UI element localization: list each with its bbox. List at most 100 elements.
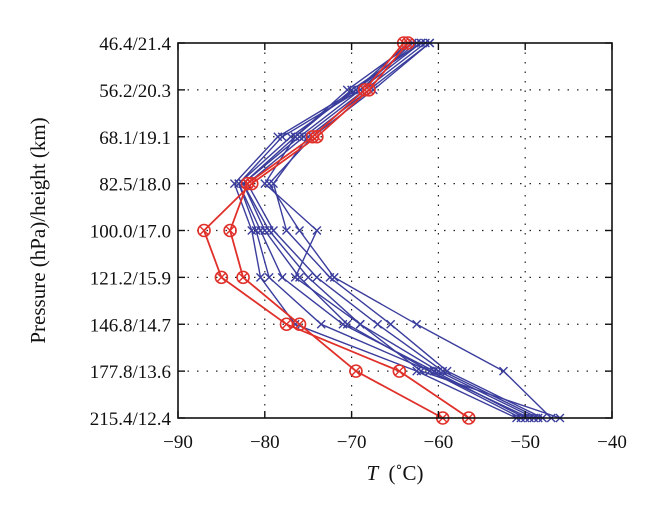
marker-circle bbox=[236, 270, 250, 285]
marker-x-stroke bbox=[394, 366, 404, 376]
y-tick-label: 215.4/12.4 bbox=[90, 409, 172, 430]
marker-x-stroke bbox=[316, 319, 326, 329]
data-point bbox=[386, 319, 396, 329]
marker-x-stroke bbox=[295, 272, 305, 282]
data-point bbox=[290, 132, 300, 142]
y-tick-label: 46.4/21.4 bbox=[99, 34, 171, 55]
x-tick-label: −70 bbox=[337, 432, 367, 453]
y-tick-label: 177.8/13.6 bbox=[90, 362, 171, 383]
marker-x-stroke bbox=[312, 226, 322, 235]
marker-circle bbox=[214, 270, 229, 285]
marker-x-stroke bbox=[360, 85, 370, 95]
marker-x-stroke bbox=[295, 319, 305, 329]
marker-circle bbox=[197, 223, 211, 238]
x-axis-unit: (˚C) bbox=[388, 461, 423, 485]
series-line bbox=[238, 42, 522, 419]
marker-circle bbox=[223, 223, 237, 238]
marker-x-stroke bbox=[216, 272, 226, 282]
marker-x-stroke bbox=[355, 319, 365, 329]
data-point bbox=[273, 132, 283, 142]
data-point bbox=[433, 366, 443, 376]
data-point bbox=[392, 364, 407, 378]
marker-circle bbox=[357, 83, 372, 97]
marker-x-stroke bbox=[342, 319, 352, 329]
marker-circle bbox=[244, 176, 259, 191]
x-axis-title: T (˚C) bbox=[367, 461, 424, 485]
marker-x-stroke bbox=[308, 132, 318, 142]
marker-x-stroke bbox=[242, 179, 252, 189]
marker-x-stroke bbox=[268, 226, 278, 235]
plot-frame bbox=[177, 42, 613, 419]
series-blue bbox=[260, 38, 565, 423]
marker-x-stroke bbox=[229, 179, 239, 189]
marker-x-stroke bbox=[273, 132, 283, 142]
data-point bbox=[290, 272, 300, 282]
marker-x-stroke bbox=[277, 272, 287, 282]
data-point bbox=[244, 176, 259, 191]
data-point bbox=[240, 176, 255, 191]
data-point bbox=[236, 270, 250, 285]
marker-x-stroke bbox=[364, 85, 374, 95]
marker-x-stroke bbox=[295, 132, 305, 142]
marker-x-stroke bbox=[338, 319, 348, 329]
data-point bbox=[264, 272, 274, 282]
marker-circle bbox=[349, 364, 363, 378]
data-point bbox=[223, 223, 237, 238]
series-group bbox=[197, 36, 565, 425]
marker-x-stroke bbox=[264, 179, 274, 189]
series-blue bbox=[242, 38, 543, 423]
marker-x-stroke bbox=[499, 366, 508, 376]
data-point bbox=[282, 226, 291, 235]
data-point bbox=[438, 366, 448, 376]
data-point bbox=[312, 272, 322, 282]
data-point bbox=[277, 132, 287, 142]
data-point bbox=[412, 366, 422, 376]
y-tick-label: 121.2/15.9 bbox=[90, 268, 171, 289]
marker-x-stroke bbox=[295, 226, 305, 235]
marker-x-stroke bbox=[260, 179, 270, 189]
data-point bbox=[295, 226, 305, 235]
x-axis-variable: T bbox=[367, 461, 380, 485]
y-tick-label: 100.0/17.0 bbox=[90, 222, 171, 243]
marker-x-stroke bbox=[429, 366, 439, 376]
marker-x-stroke bbox=[416, 366, 426, 376]
marker-x-stroke bbox=[225, 226, 235, 235]
y-tick-labels: 46.4/21.4 56.2/20.3 68.1/19.1 82.5/18.0 100.… bbox=[90, 34, 172, 430]
data-point bbox=[279, 317, 294, 332]
y-axis-title: Pressure (hPa)/height (km) bbox=[26, 117, 50, 343]
data-point bbox=[499, 366, 508, 376]
data-point bbox=[329, 272, 339, 282]
marker-x-stroke bbox=[329, 272, 339, 282]
data-point bbox=[316, 319, 326, 329]
marker-x-stroke bbox=[412, 366, 422, 376]
marker-x-stroke bbox=[286, 132, 296, 142]
marker-x-stroke bbox=[290, 272, 300, 282]
marker-x-stroke bbox=[277, 132, 287, 142]
y-tick-label: 56.2/20.3 bbox=[99, 81, 171, 102]
series-red bbox=[197, 36, 476, 425]
marker-circle bbox=[240, 176, 255, 191]
x-tick-label: −60 bbox=[424, 432, 454, 453]
marker-x-stroke bbox=[247, 179, 257, 189]
marker-x-stroke bbox=[312, 132, 322, 142]
data-point bbox=[442, 366, 452, 376]
data-point bbox=[214, 270, 229, 285]
data-point bbox=[312, 226, 322, 235]
data-point bbox=[355, 319, 365, 329]
marker-x-stroke bbox=[255, 272, 265, 282]
series-blue bbox=[234, 38, 526, 423]
data-point bbox=[416, 366, 426, 376]
data-point bbox=[373, 319, 383, 329]
data-point bbox=[277, 272, 287, 282]
marker-x-stroke bbox=[303, 272, 313, 282]
marker-circle bbox=[392, 364, 407, 378]
data-point bbox=[197, 223, 211, 238]
marker-circle bbox=[305, 129, 320, 144]
data-point bbox=[260, 179, 270, 189]
marker-x-stroke bbox=[199, 226, 209, 235]
x-tick-label: −90 bbox=[163, 432, 193, 453]
marker-x-stroke bbox=[373, 319, 383, 329]
data-point bbox=[303, 272, 313, 282]
marker-circle bbox=[310, 129, 324, 144]
